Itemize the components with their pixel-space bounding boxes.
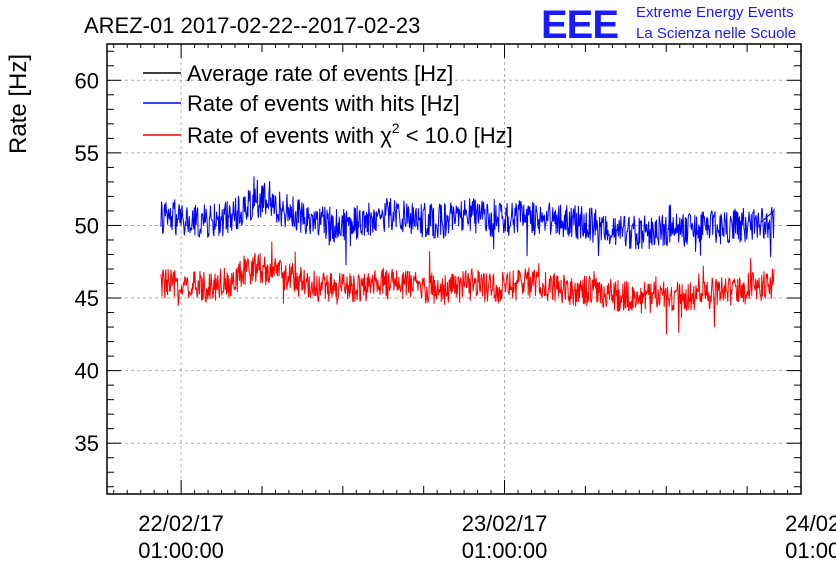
y-tick-label-55: 55 (75, 141, 99, 166)
y-tick-label-50: 50 (75, 213, 99, 238)
eee-logo: EEE Extreme Energy Events La Scienza nel… (541, 3, 796, 47)
x-tick-label-time-0: 01:00:00 (138, 538, 224, 563)
axis-ticks (107, 44, 802, 494)
legend: Average rate of events [Hz] Rate of event… (143, 61, 513, 148)
x-tick-label-time-2: 01:00:00 (785, 538, 836, 563)
y-tick-label-45: 45 (75, 286, 99, 311)
series-line-1 (160, 176, 775, 266)
series-lines (160, 176, 775, 335)
y-tick-label-60: 60 (75, 68, 99, 93)
x-tick-label-date-2: 24/02/17 (785, 511, 836, 536)
logo-mark: EEE (541, 3, 618, 47)
legend-label-1: Rate of events with hits [Hz] (187, 91, 460, 116)
tick-labels: 35404550556022/02/1701:00:0023/02/1701:0… (75, 68, 836, 563)
logo-line-2: La Scienza nelle Scuole (636, 25, 796, 42)
series-line-2 (160, 241, 775, 335)
y-tick-label-35: 35 (75, 431, 99, 456)
y-tick-label-40: 40 (75, 359, 99, 384)
legend-label-2: Rate of events with χ2 < 10.0 [Hz] (187, 120, 513, 148)
legend-label-0: Average rate of events [Hz] (187, 61, 453, 86)
chart-title: AREZ-01 2017-02-22--2017-02-23 (84, 13, 420, 38)
y-axis-label: Rate [Hz] (5, 54, 32, 154)
x-tick-label-time-1: 01:00:00 (462, 538, 548, 563)
x-tick-label-date-1: 23/02/17 (462, 511, 548, 536)
logo-line-1: Extreme Energy Events (636, 4, 794, 21)
x-tick-label-date-0: 22/02/17 (138, 511, 224, 536)
